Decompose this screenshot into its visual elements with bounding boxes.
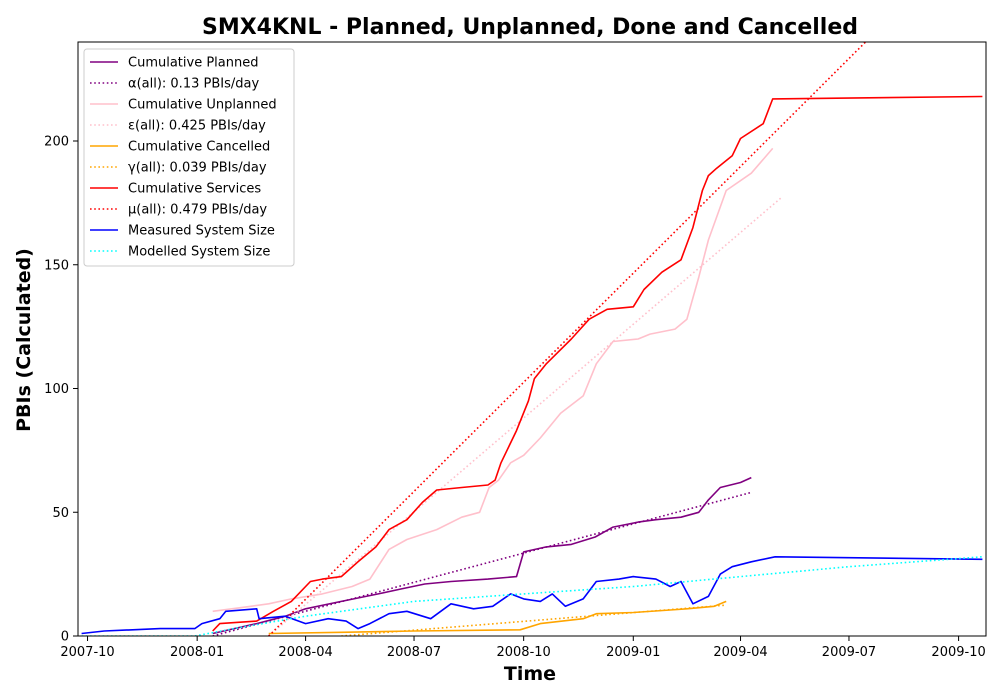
- series-line-2: [212, 491, 752, 636]
- y-tick-label: 50: [52, 506, 69, 521]
- legend-label: Measured System Size: [128, 224, 275, 239]
- legend-label: Cumulative Cancelled: [128, 140, 270, 155]
- y-axis-label: PBIs (Calculated): [13, 248, 35, 432]
- legend-label: Modelled System Size: [128, 245, 270, 260]
- y-axis: 0 50 100 150 200: [44, 135, 78, 645]
- x-tick-label: 2009-07: [822, 645, 876, 660]
- x-tick-label: 2009-04: [713, 645, 767, 660]
- x-tick-label: 2008-07: [387, 645, 441, 660]
- series-line-4: [268, 197, 782, 636]
- series-line-3: [212, 147, 774, 613]
- series-line-6: [341, 604, 727, 636]
- x-tick-label: 2007-10: [60, 645, 114, 660]
- legend-label: Cumulative Unplanned: [128, 98, 277, 113]
- legend-label: μ(all): 0.479 PBIs/day: [128, 203, 267, 218]
- legend-label: α(all): 0.13 PBIs/day: [128, 77, 259, 92]
- x-axis: 2007-10 2008-01 2008-04 2008-07 2008-10 2009-…: [60, 636, 986, 660]
- series-line-5: [268, 600, 727, 635]
- x-axis-label: Time: [504, 663, 556, 685]
- series-line-10: [81, 556, 983, 636]
- y-tick-label: 200: [44, 135, 69, 150]
- x-tick-label: 2009-01: [606, 645, 660, 660]
- series-line-9: [81, 556, 983, 635]
- y-tick-label: 150: [44, 258, 69, 273]
- legend: Cumulative Planned α(all): 0.13 PBIs/day C…: [83, 48, 295, 267]
- x-tick-label: 2008-04: [278, 645, 332, 660]
- series-line-7: [212, 95, 983, 632]
- x-tick-label: 2008-10: [496, 645, 550, 660]
- plot-frame: [77, 41, 987, 637]
- legend-label: γ(all): 0.039 PBIs/day: [128, 161, 267, 176]
- x-tick-label: 2009-10: [931, 645, 985, 660]
- y-tick-label: 0: [61, 630, 69, 645]
- x-tick-label: 2008-01: [170, 645, 224, 660]
- series-layer: [81, 42, 983, 636]
- chart-title: SMX4KNL - Planned, Unplanned, Done and C…: [202, 15, 858, 40]
- legend-label: Cumulative Planned: [128, 56, 258, 71]
- series-line-8: [268, 42, 867, 636]
- legend-label: ε(all): 0.425 PBIs/day: [128, 119, 266, 134]
- legend-label: Cumulative Services: [128, 182, 261, 197]
- legend-box: [83, 48, 295, 267]
- y-tick-label: 100: [44, 382, 69, 397]
